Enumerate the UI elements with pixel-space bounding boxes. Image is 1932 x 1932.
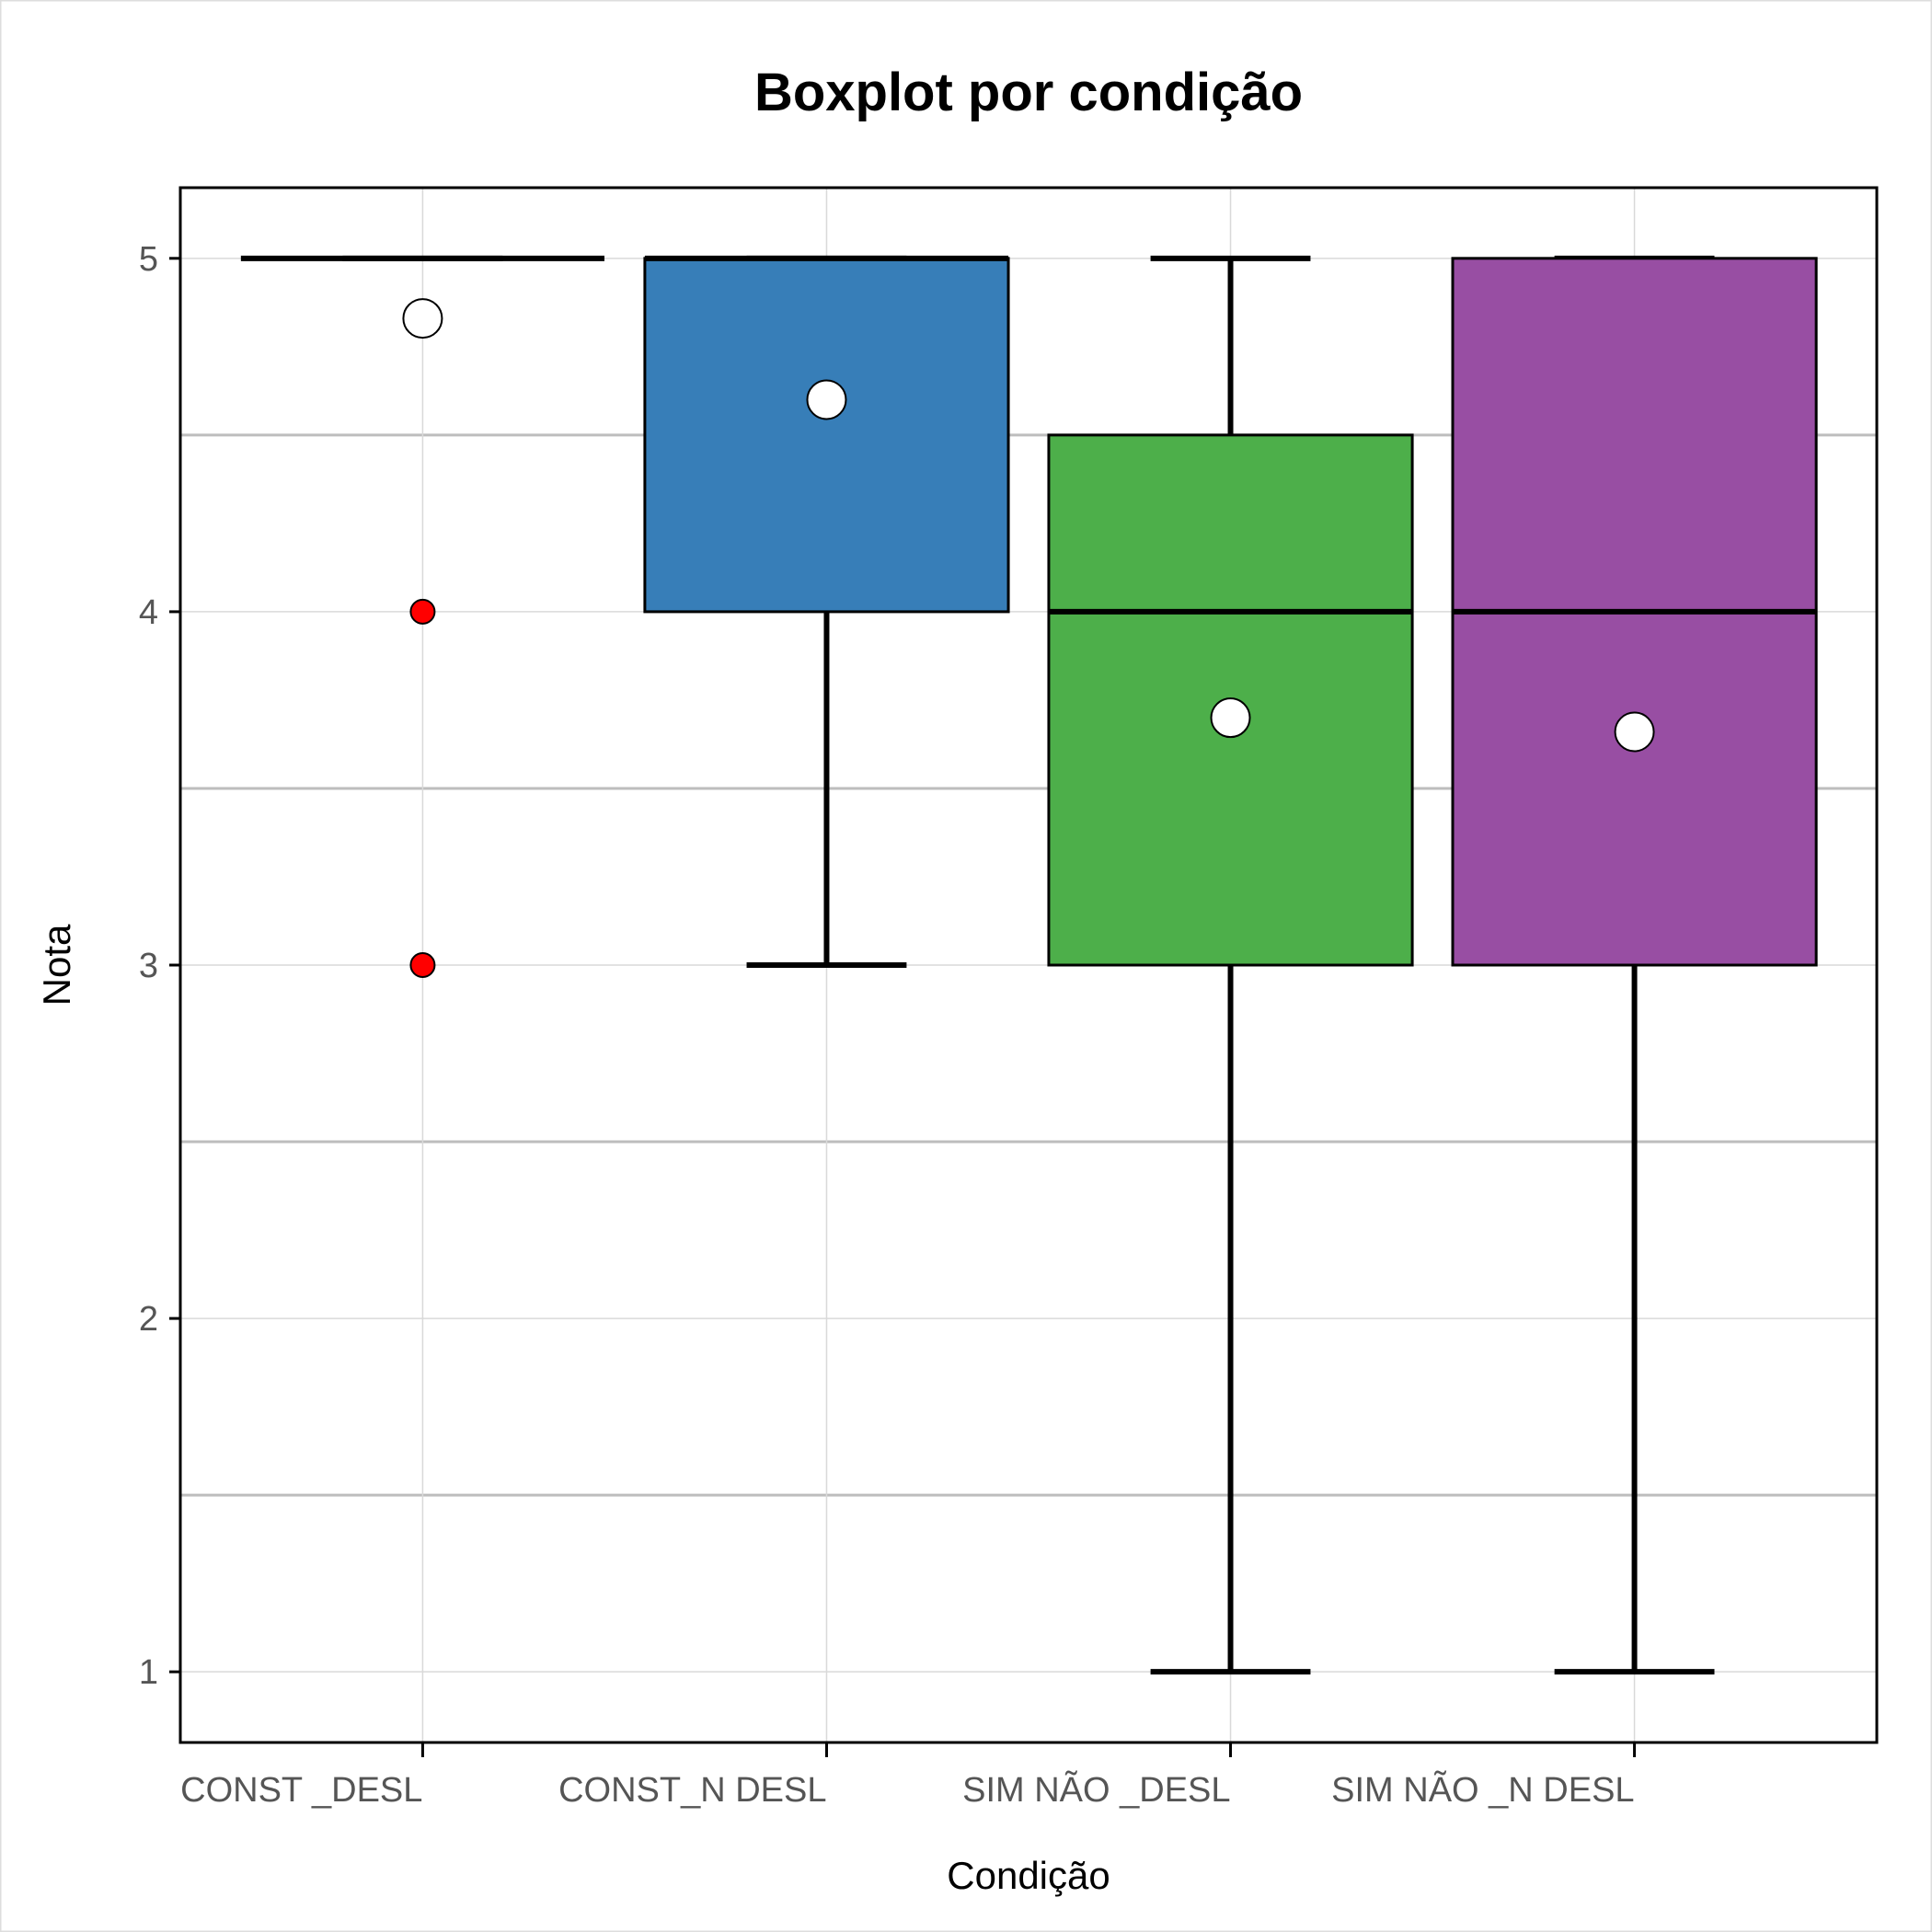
y-axis-title: Nota: [35, 924, 78, 1006]
mean-marker: [1614, 711, 1655, 753]
chart-title: Boxplot por condição: [754, 63, 1303, 122]
x-axis-title: Condição: [947, 1854, 1110, 1897]
mean-marker: [402, 298, 443, 339]
x-tick-label: SIM NÃO _DESL: [962, 1770, 1230, 1810]
x-tick-label: CONST _DESL: [180, 1771, 422, 1810]
y-tick-label: 2: [139, 1300, 158, 1339]
outlier-point: [409, 952, 436, 978]
outlier-point: [409, 598, 436, 625]
x-tick-label: SIM NÃO _N DESL: [1331, 1770, 1634, 1810]
box-group: [240, 255, 604, 978]
box-layer: [240, 255, 1818, 1675]
y-tick-label: 3: [139, 947, 158, 985]
box-body: [643, 257, 1010, 614]
x-tick-label: CONST_N DESL: [558, 1771, 826, 1810]
mean-marker: [1210, 697, 1251, 739]
y-tick-label: 4: [139, 593, 158, 632]
y-tick-label: 1: [139, 1653, 158, 1692]
y-tick-label: 5: [139, 240, 158, 279]
box-group: [1451, 255, 1818, 1675]
axis-layer: 1 2 3 4 5 CONST _DESL CONST_N DESL SIM NÃO _DES…: [139, 240, 1637, 1810]
box-group: [1047, 255, 1414, 1675]
mean-marker: [806, 379, 847, 420]
box-group: [643, 255, 1010, 968]
